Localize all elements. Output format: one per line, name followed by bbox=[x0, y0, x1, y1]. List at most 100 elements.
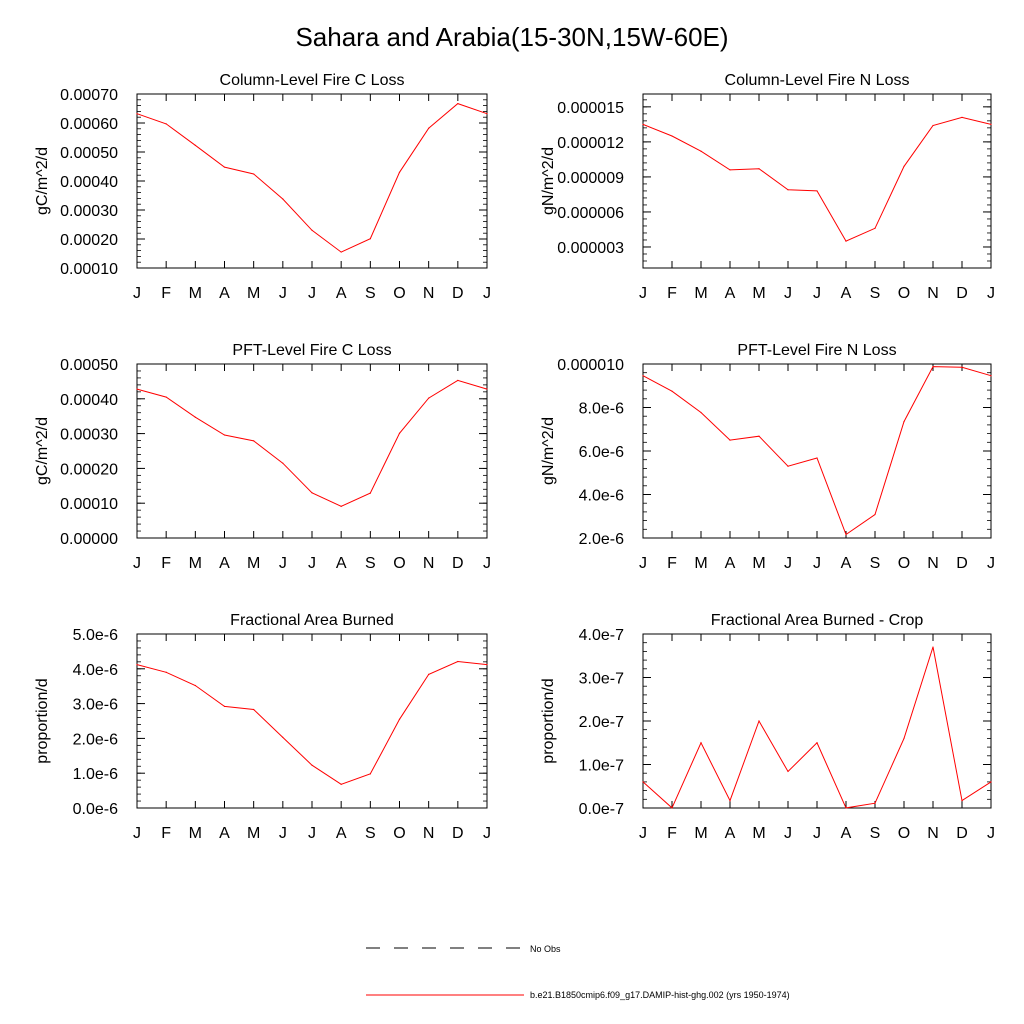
data-point bbox=[671, 807, 673, 809]
data-point bbox=[961, 800, 963, 802]
y-axis-label: gN/m^2/d bbox=[540, 147, 557, 215]
data-point bbox=[758, 168, 760, 170]
data-point bbox=[428, 397, 430, 399]
x-tick-label: J bbox=[308, 555, 316, 572]
x-tick-label: J bbox=[813, 555, 821, 572]
x-tick-label: A bbox=[336, 555, 347, 572]
x-tick-label: M bbox=[752, 285, 765, 302]
data-point bbox=[816, 457, 818, 459]
data-point bbox=[932, 366, 934, 368]
data-point bbox=[787, 189, 789, 191]
y-axis-label: gN/m^2/d bbox=[540, 417, 557, 485]
x-tick-label: J bbox=[639, 825, 647, 842]
chart-panel-6: Fractional Area Burned - Crop proportion/… bbox=[540, 612, 995, 842]
y-tick-label: 0.000009 bbox=[557, 170, 624, 187]
data-point bbox=[369, 238, 371, 240]
x-tick-label: J bbox=[279, 825, 287, 842]
y-tick-label: 0.00040 bbox=[60, 392, 118, 409]
data-point bbox=[486, 388, 488, 390]
data-point bbox=[223, 705, 226, 707]
y-tick-label: 0.0e-6 bbox=[73, 801, 118, 818]
data-point bbox=[194, 144, 196, 146]
data-point bbox=[165, 123, 167, 125]
y-tick-label: 0.00050 bbox=[60, 357, 118, 374]
y-tick-label: 4.0e-6 bbox=[579, 488, 624, 505]
x-tick-label: J bbox=[308, 285, 316, 302]
data-point bbox=[136, 664, 138, 666]
x-tick-label: M bbox=[247, 825, 260, 842]
y-axis-label: gC/m^2/d bbox=[34, 417, 51, 485]
data-point bbox=[700, 742, 702, 744]
data-point bbox=[311, 229, 313, 231]
data-point bbox=[428, 673, 430, 675]
data-point bbox=[136, 113, 138, 115]
plot-frame bbox=[136, 633, 488, 809]
x-tick-label: D bbox=[452, 825, 464, 842]
x-tick-label: N bbox=[423, 285, 435, 302]
x-tick-label: O bbox=[393, 555, 405, 572]
data-point bbox=[311, 492, 313, 494]
x-tick-label: J bbox=[279, 285, 287, 302]
data-point bbox=[282, 736, 284, 738]
y-tick-label: 4.0e-6 bbox=[73, 662, 118, 679]
series-line bbox=[642, 116, 992, 242]
data-point bbox=[787, 770, 789, 773]
x-tick-label: D bbox=[452, 555, 464, 572]
x-tick-label: N bbox=[423, 555, 435, 572]
data-point bbox=[845, 807, 847, 809]
data-point bbox=[758, 720, 760, 722]
y-tick-label: 0.000010 bbox=[557, 357, 624, 374]
x-tick-label: M bbox=[189, 285, 202, 302]
data-point bbox=[457, 379, 459, 381]
data-point bbox=[903, 421, 905, 423]
data-point bbox=[990, 123, 992, 125]
x-tick-label: J bbox=[483, 555, 491, 572]
data-point bbox=[165, 671, 167, 673]
y-tick-label: 0.000006 bbox=[557, 205, 624, 222]
x-tick-label: A bbox=[219, 555, 230, 572]
data-point bbox=[486, 664, 488, 666]
data-point bbox=[282, 198, 284, 200]
data-point bbox=[903, 165, 905, 168]
x-tick-label: A bbox=[219, 825, 230, 842]
x-tick-label: M bbox=[752, 825, 765, 842]
data-point bbox=[874, 227, 876, 229]
x-tick-label: A bbox=[841, 825, 852, 842]
series-line bbox=[642, 646, 992, 809]
data-point bbox=[961, 366, 963, 368]
data-point bbox=[340, 783, 342, 785]
legend bbox=[366, 947, 524, 996]
chart-title: Column-Level Fire N Loss bbox=[725, 72, 910, 89]
plot-frame bbox=[642, 363, 992, 539]
data-point bbox=[816, 190, 818, 192]
chart-title: PFT-Level Fire N Loss bbox=[737, 342, 896, 359]
data-point bbox=[758, 435, 760, 437]
x-tick-label: J bbox=[483, 285, 491, 302]
plot-frame bbox=[136, 363, 488, 539]
data-point bbox=[194, 416, 196, 418]
data-point bbox=[398, 432, 401, 434]
x-tick-label: D bbox=[956, 825, 968, 842]
legend-obs-label: No Obs bbox=[530, 944, 561, 954]
plot-frame bbox=[136, 93, 488, 269]
x-tick-label: J bbox=[639, 555, 647, 572]
data-point bbox=[282, 462, 284, 464]
data-point bbox=[136, 388, 138, 390]
y-tick-label: 0.00010 bbox=[60, 261, 118, 278]
chart-title: Fractional Area Burned - Crop bbox=[711, 612, 924, 629]
y-tick-label: 4.0e-7 bbox=[579, 627, 624, 644]
x-tick-label: O bbox=[898, 555, 910, 572]
x-tick-label: S bbox=[870, 285, 881, 302]
y-tick-label: 0.00010 bbox=[60, 496, 118, 513]
data-point bbox=[398, 171, 401, 173]
x-tick-label: A bbox=[841, 285, 852, 302]
data-point bbox=[369, 773, 371, 775]
x-tick-label: J bbox=[784, 285, 792, 302]
data-point bbox=[642, 781, 644, 783]
data-point bbox=[398, 718, 401, 720]
x-tick-label: M bbox=[247, 285, 260, 302]
x-tick-label: D bbox=[956, 555, 968, 572]
x-tick-label: J bbox=[784, 555, 792, 572]
x-tick-label: S bbox=[365, 555, 376, 572]
